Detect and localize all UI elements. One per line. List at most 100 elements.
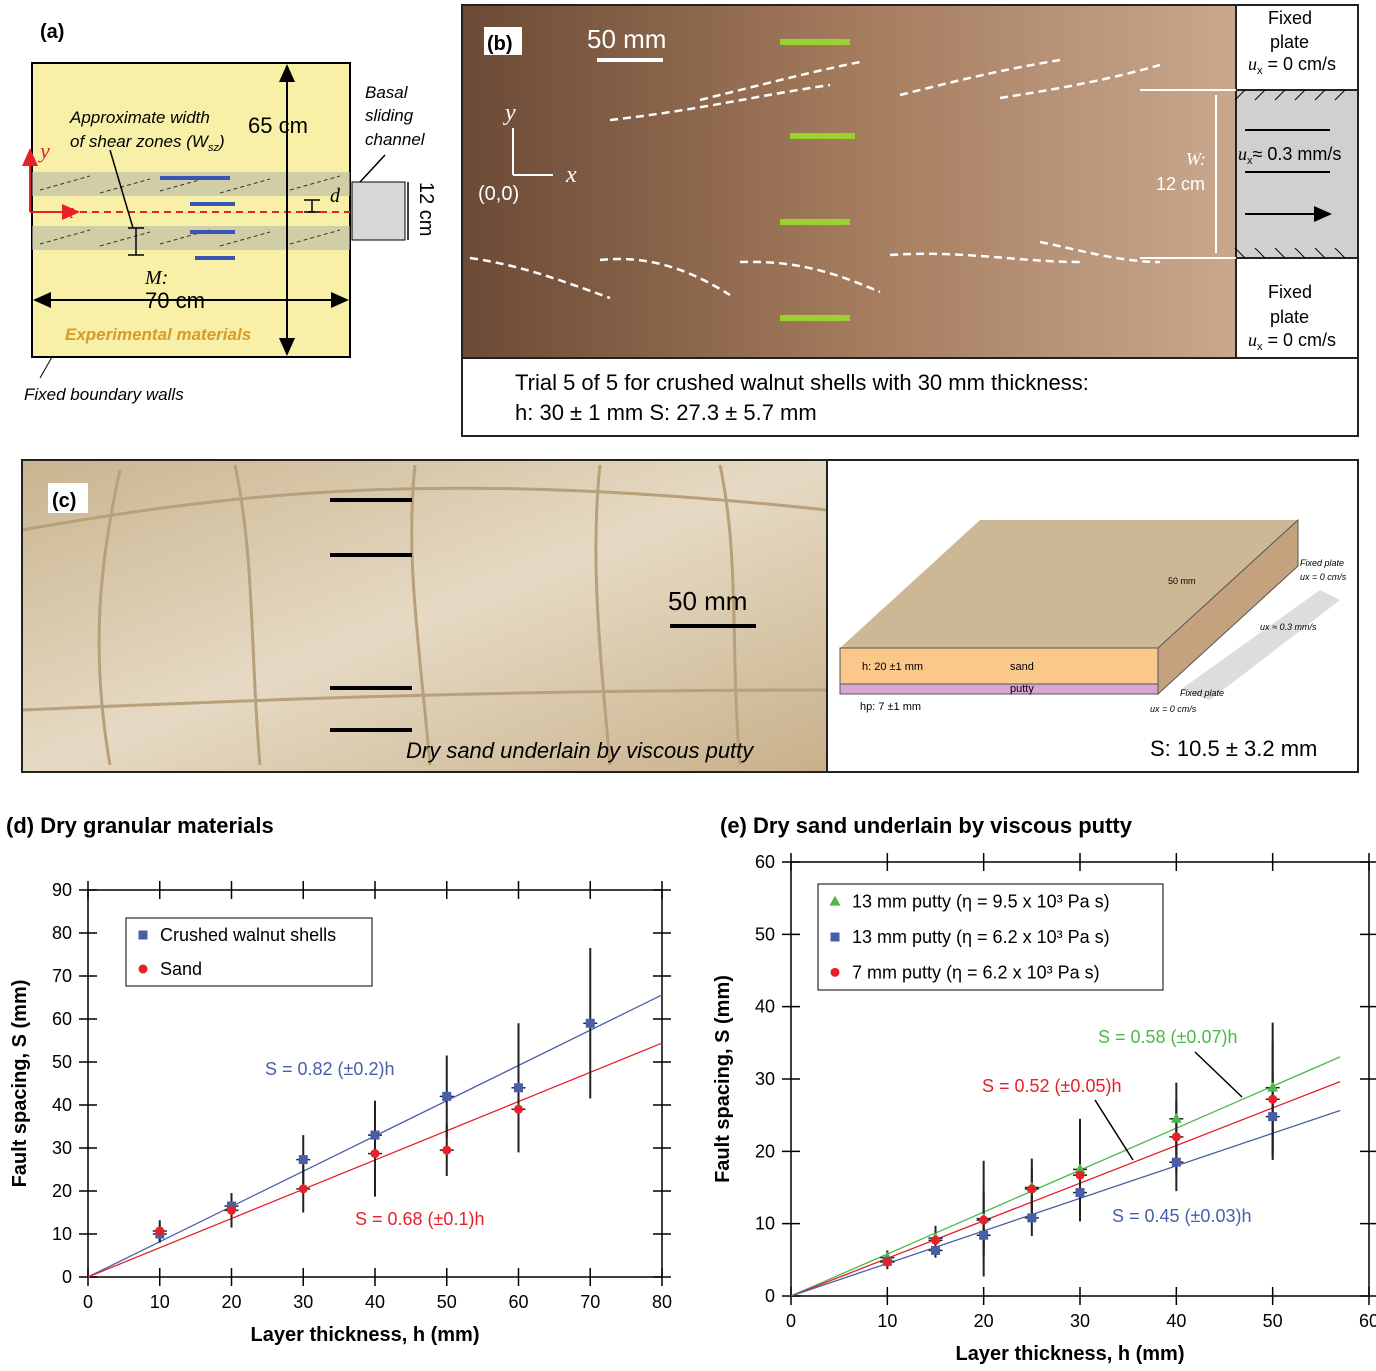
legend-label: 7 mm putty (η = 6.2 x 10³ Pa s) [852, 962, 1100, 982]
caption: Trial 5 of 5 for crushed walnut shells w… [515, 370, 1089, 395]
y-tick-label: 0 [765, 1286, 775, 1306]
y-tick-label: 40 [755, 997, 775, 1017]
label: Basal [365, 83, 409, 102]
fit-label: S = 0.52 (±0.05)h [982, 1076, 1121, 1096]
marker [1268, 1112, 1277, 1121]
fit-line [791, 1110, 1340, 1296]
panel-c: (c) 50 mm Dry sand underlain by viscous … [22, 460, 1358, 772]
marker [1171, 1113, 1182, 1123]
label: 65 cm [248, 113, 308, 138]
label: u [1238, 144, 1247, 164]
y-tick-label: 20 [755, 1141, 775, 1161]
label: u [1248, 330, 1257, 350]
marker [442, 1092, 451, 1101]
y-tick-label: 50 [52, 1052, 72, 1072]
marker [299, 1184, 308, 1193]
label: ≈ 0.3 mm/s [1253, 144, 1342, 164]
marker [227, 1206, 236, 1215]
marker [1027, 1184, 1036, 1193]
marker [931, 1236, 940, 1245]
caption: h: 30 ± 1 mm S: 27.3 ± 5.7 mm [515, 400, 817, 425]
x-tick-label: 60 [508, 1292, 528, 1312]
label: ux≈ 0.3 mm/s [1238, 144, 1341, 167]
x-tick-label: 40 [1166, 1311, 1186, 1331]
marker [1268, 1095, 1277, 1104]
panel-label: (b) [487, 33, 513, 55]
label: Fixed [1268, 8, 1312, 28]
label: Fixed plate [1300, 558, 1344, 568]
chart-title: (d) Dry granular materials [6, 813, 274, 838]
chart: (e) Dry sand underlain by viscous putty0… [712, 813, 1376, 1365]
label: 12 cm [415, 182, 437, 236]
label: plate [1270, 307, 1309, 327]
legend-label: 13 mm putty (η = 9.5 x 10³ Pa s) [852, 892, 1110, 912]
marker [1267, 1082, 1278, 1092]
marker [883, 1258, 892, 1267]
legend-label: 13 mm putty (η = 6.2 x 10³ Pa s) [852, 927, 1110, 947]
x-tick-label: 0 [786, 1311, 796, 1331]
label: of shear zones (Wsz) [70, 132, 225, 154]
label: M: [144, 267, 168, 289]
chart: (d) Dry granular materials 0 10 20 30 40 50 60 7… [6, 813, 672, 1346]
label: ux = 0 cm/s [1150, 704, 1197, 714]
leader [1195, 1052, 1242, 1097]
inset-putty [840, 684, 1158, 694]
y-tick-label: 30 [755, 1069, 775, 1089]
label: Experimental materials [65, 325, 251, 344]
y-tick-label: 0 [62, 1267, 72, 1287]
label: 50 mm [587, 24, 666, 54]
y-tick-label: 90 [52, 880, 72, 900]
label: ) [217, 132, 225, 151]
y-tick-label: 10 [755, 1214, 775, 1234]
label: plate [1270, 32, 1309, 52]
moving-plate [1236, 90, 1358, 258]
y-tick-label: 60 [755, 852, 775, 872]
label: = 0 cm/s [1263, 54, 1337, 74]
marker [1027, 1213, 1036, 1222]
x-tick-label: 30 [1070, 1311, 1090, 1331]
label: 50 mm [668, 586, 747, 616]
leader [1095, 1100, 1133, 1160]
label: W: [1186, 149, 1206, 169]
caption: S: 10.5 ± 3.2 mm [1150, 736, 1317, 761]
marker [1076, 1188, 1085, 1197]
shear-band [32, 226, 350, 250]
legend-marker [139, 965, 148, 974]
x-tick-label: 20 [221, 1292, 241, 1312]
y-tick-label: 30 [52, 1138, 72, 1158]
x-tick-label: 40 [365, 1292, 385, 1312]
label: h: 20 ±1 mm [862, 661, 923, 673]
fit-label: S = 0.58 (±0.07)h [1098, 1027, 1237, 1047]
label: of shear zones (W [70, 132, 210, 151]
label: Approximate width [69, 108, 210, 127]
legend-label: Sand [160, 959, 202, 979]
x-tick-label: 50 [437, 1292, 457, 1312]
photo [22, 460, 827, 772]
marker [931, 1246, 940, 1255]
y-tick-label: 10 [52, 1224, 72, 1244]
x-axis-label: Layer thickness, h (mm) [956, 1343, 1185, 1365]
y-tick-label: 70 [52, 966, 72, 986]
marker [371, 1131, 380, 1140]
panel-label: (a) [40, 21, 64, 43]
legend-label: Crushed walnut shells [160, 925, 336, 945]
marker [514, 1083, 523, 1092]
legend-marker [831, 933, 840, 942]
x-tick-label: 60 [1359, 1311, 1376, 1331]
label: Fixed boundary walls [24, 385, 184, 404]
x-tick-label: 10 [150, 1292, 170, 1312]
fit-label: S = 0.82 (±0.2)h [265, 1059, 394, 1079]
label: 50 mm [1168, 576, 1196, 586]
label: ux = 0 cm/s [1248, 330, 1336, 353]
marker [299, 1155, 308, 1164]
marker [1076, 1171, 1085, 1180]
label: Fixed plate [1180, 688, 1224, 698]
x-tick-label: 80 [652, 1292, 672, 1312]
y-axis-label: Fault spacing, S (mm) [712, 975, 734, 1183]
figure: (a) y x 65 cm Approximate width of shear… [0, 0, 1376, 1366]
label: ux = 0 cm/s [1300, 572, 1347, 582]
x-tick-label: 0 [83, 1292, 93, 1312]
label: (0,0) [478, 183, 519, 205]
label: putty [1010, 683, 1034, 695]
label: x [565, 162, 577, 188]
